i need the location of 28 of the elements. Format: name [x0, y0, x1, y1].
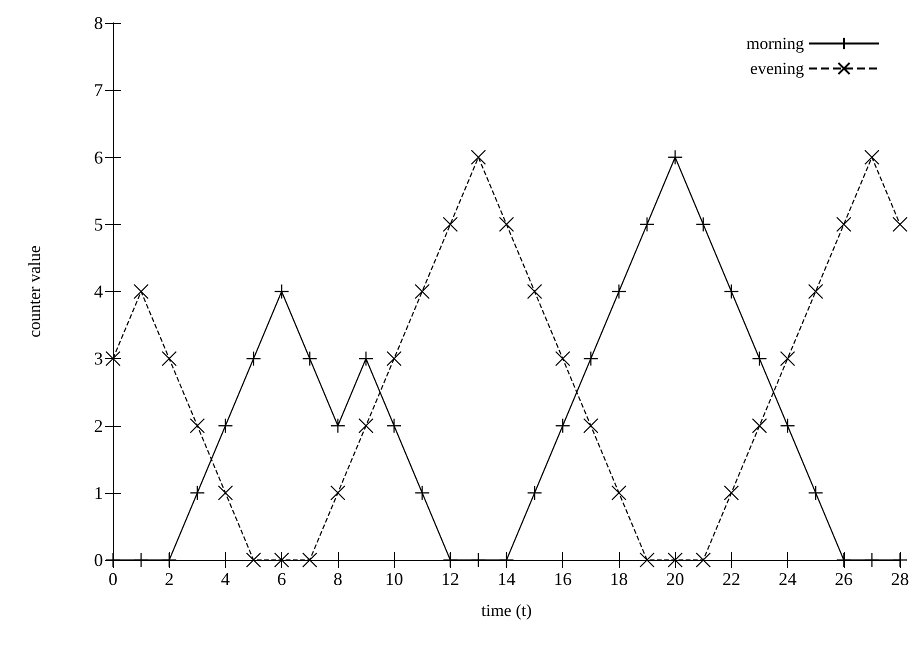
- x-tick-label: 0: [108, 569, 118, 589]
- x-axis-title: time (t): [481, 601, 532, 620]
- x-tick-label: 10: [385, 569, 404, 589]
- x-tick-label: 4: [220, 569, 230, 589]
- x-tick-label: 14: [498, 569, 516, 589]
- x-tick-label: 28: [891, 569, 909, 589]
- x-tick-label: 2: [164, 569, 174, 589]
- x-tick-label: 24: [778, 569, 797, 589]
- legend-label: morning: [746, 34, 804, 53]
- x-tick-label: 18: [610, 569, 628, 589]
- y-axis-title: counter value: [25, 245, 44, 338]
- x-tick-label: 16: [554, 569, 572, 589]
- y-tick-label: 6: [94, 147, 103, 168]
- y-tick-label: 4: [94, 282, 103, 302]
- y-tick-label: 5: [94, 214, 103, 234]
- y-tick-label: 1: [94, 482, 103, 503]
- y-tick-label: 0: [94, 550, 103, 570]
- y-tick-label: 3: [94, 348, 103, 369]
- y-tick-label: 2: [94, 416, 103, 436]
- legend-label: evening: [750, 59, 804, 78]
- x-tick-label: 12: [441, 569, 460, 589]
- y-tick-label: 7: [94, 80, 103, 100]
- x-tick-label: 20: [666, 569, 684, 589]
- x-tick-label: 8: [333, 569, 342, 589]
- x-tick-label: 26: [834, 569, 853, 589]
- x-tick-label: 6: [277, 569, 286, 589]
- y-tick-label: 8: [94, 13, 103, 33]
- x-tick-label: 22: [722, 569, 740, 589]
